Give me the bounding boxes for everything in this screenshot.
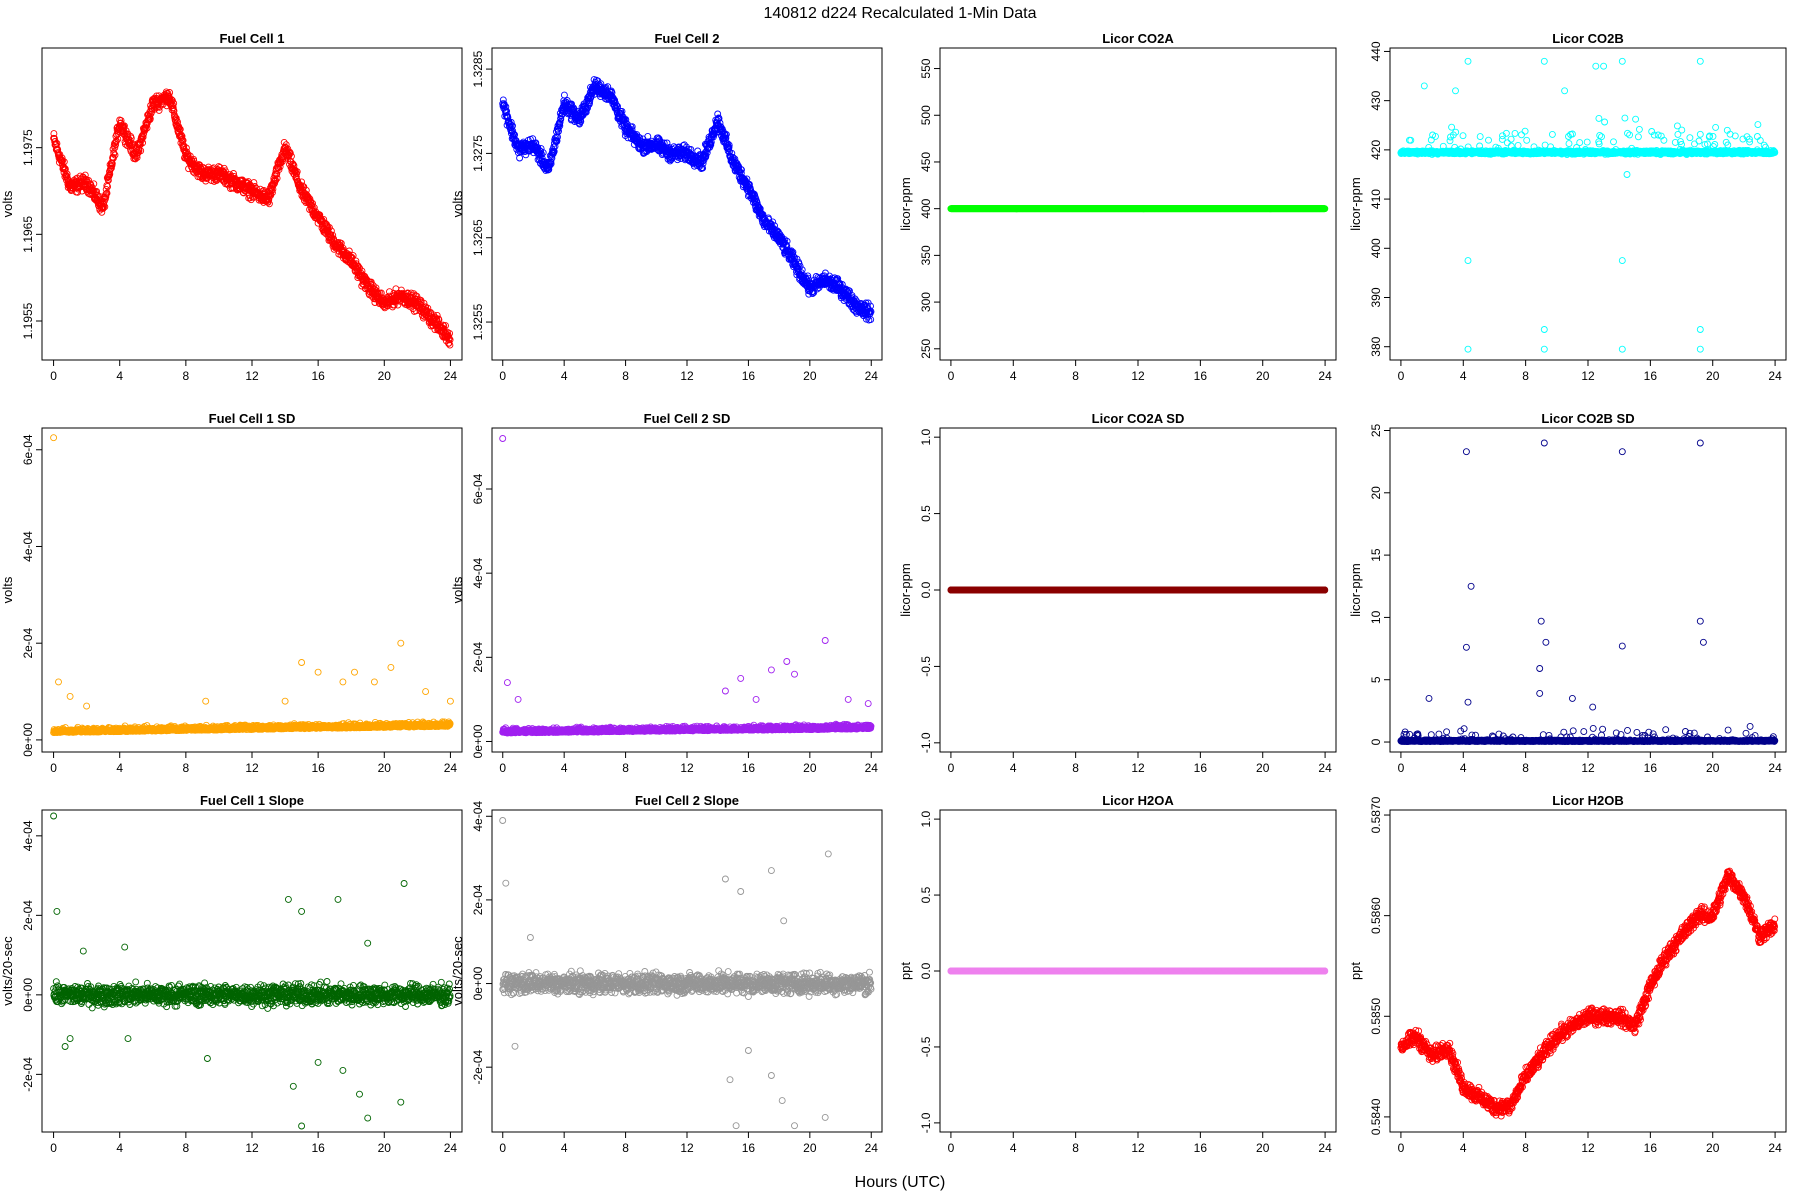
x-tick-label: 0: [499, 369, 506, 383]
x-tick-label: 8: [622, 369, 629, 383]
y-axis-label: licor-ppm: [1348, 177, 1363, 230]
y-tick-label: 300: [919, 292, 933, 312]
y-axis-label: licor-ppm: [898, 177, 913, 230]
x-tick-label: 8: [1072, 369, 1079, 383]
y-tick-label: 450: [919, 152, 933, 172]
x-tick-label: 12: [1131, 369, 1145, 383]
y-tick-label: 400: [919, 198, 933, 218]
chart-title: Fuel Cell 2: [654, 31, 719, 46]
y-axis-label: volts: [450, 190, 465, 217]
x-tick-label: 0: [948, 369, 955, 383]
x-tick-label: 24: [865, 369, 879, 383]
y-tick-label: 1.1955: [21, 302, 35, 339]
y-tick-label: 350: [919, 245, 933, 265]
chart-title: Licor CO2B: [1552, 31, 1624, 46]
x-tick-label: 20: [803, 369, 817, 383]
x-tick-label: 4: [561, 369, 568, 383]
x-tick-label: 8: [183, 369, 190, 383]
y-tick-label: 1.3255: [471, 303, 485, 340]
y-tick-label: 500: [919, 105, 933, 125]
y-tick-label: 1.3285: [471, 50, 485, 87]
x-tick-label: 16: [311, 369, 325, 383]
x-tick-label: 24: [1318, 369, 1332, 383]
x-tick-label: 4: [1010, 369, 1017, 383]
y-tick-label: 1.1975: [21, 129, 35, 166]
x-tick-label: 0: [50, 369, 57, 383]
x-tick-label: 4: [116, 369, 123, 383]
y-axis-label: volts: [0, 190, 15, 217]
x-tick-label: 16: [1194, 369, 1208, 383]
y-tick-label: 1.3275: [471, 135, 485, 172]
x-tick-label: 12: [680, 369, 694, 383]
chart-title: Fuel Cell 1: [219, 31, 284, 46]
y-tick-label: 550: [919, 58, 933, 78]
y-tick-label: 250: [919, 338, 933, 358]
x-tick-label: 16: [742, 369, 756, 383]
x-tick-label: 12: [245, 369, 259, 383]
x-tick-label: 24: [444, 369, 458, 383]
chart-title: Licor CO2A: [1102, 31, 1174, 46]
x-tick-label: 20: [1256, 369, 1270, 383]
y-tick-label: 1.3265: [471, 219, 485, 256]
figure-x-axis-title: Hours (UTC): [855, 1174, 946, 1191]
y-tick-label: 1.1965: [21, 216, 35, 253]
x-tick-label: 20: [378, 369, 392, 383]
figure-title: 140812 d224 Recalculated 1-Min Data: [763, 5, 1036, 22]
data-points: [948, 206, 1328, 212]
